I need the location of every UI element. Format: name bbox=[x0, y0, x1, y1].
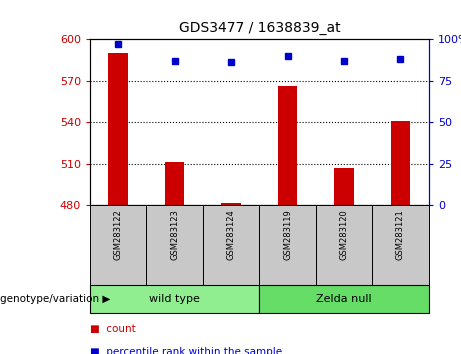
Text: GSM283121: GSM283121 bbox=[396, 209, 405, 260]
Text: GSM283120: GSM283120 bbox=[339, 209, 349, 260]
Bar bbox=[260, 205, 316, 285]
Bar bbox=[90, 205, 147, 285]
Bar bbox=[278, 86, 297, 205]
Text: Zelda null: Zelda null bbox=[316, 294, 372, 304]
Title: GDS3477 / 1638839_at: GDS3477 / 1638839_at bbox=[178, 21, 340, 35]
Bar bbox=[165, 162, 184, 205]
Text: GSM283122: GSM283122 bbox=[113, 209, 123, 260]
Text: wild type: wild type bbox=[149, 294, 200, 304]
Bar bbox=[90, 285, 260, 313]
Bar bbox=[390, 121, 410, 205]
Bar bbox=[260, 285, 429, 313]
Bar bbox=[372, 205, 429, 285]
Bar bbox=[203, 205, 260, 285]
Bar bbox=[147, 205, 203, 285]
Text: ■  count: ■ count bbox=[90, 324, 136, 334]
Bar bbox=[221, 202, 241, 205]
Text: GSM283123: GSM283123 bbox=[170, 209, 179, 260]
Bar bbox=[334, 168, 354, 205]
Bar bbox=[316, 205, 372, 285]
Text: ■  percentile rank within the sample: ■ percentile rank within the sample bbox=[90, 347, 282, 354]
Text: GSM283119: GSM283119 bbox=[283, 209, 292, 260]
Bar bbox=[108, 53, 128, 205]
Text: GSM283124: GSM283124 bbox=[226, 209, 236, 260]
Text: genotype/variation ▶: genotype/variation ▶ bbox=[0, 294, 110, 304]
